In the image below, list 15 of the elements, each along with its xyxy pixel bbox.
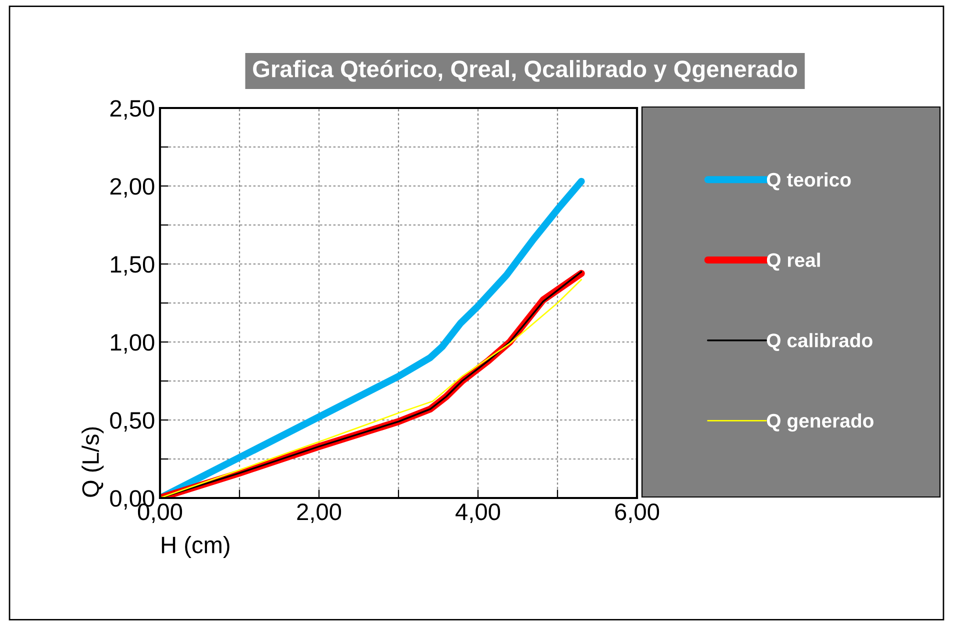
y-tick-label: 1,50: [110, 256, 154, 276]
y-tick-label: 0,50: [110, 412, 154, 432]
y-tick-label: 1,00: [110, 334, 154, 354]
legend-label: Q generado: [766, 413, 874, 432]
x-tick-label: 2,00: [297, 503, 342, 523]
legend-label: Q real: [766, 252, 820, 271]
x-axis-title: H (cm): [162, 536, 230, 558]
x-tick-label: 6,00: [615, 503, 660, 523]
legend-label: Q calibrado: [766, 333, 872, 351]
chart-title: Grafica Qteórico, Qreal, Qcalibrado y Qgenerado: [253, 60, 798, 82]
y-tick-label: 2,50: [110, 100, 154, 120]
legend-label: Q teorico: [766, 172, 851, 190]
y-tick-label: 2,00: [110, 178, 154, 198]
y-axis-title: Q (L/s): [82, 427, 104, 497]
x-tick-label: 4,00: [456, 503, 500, 523]
